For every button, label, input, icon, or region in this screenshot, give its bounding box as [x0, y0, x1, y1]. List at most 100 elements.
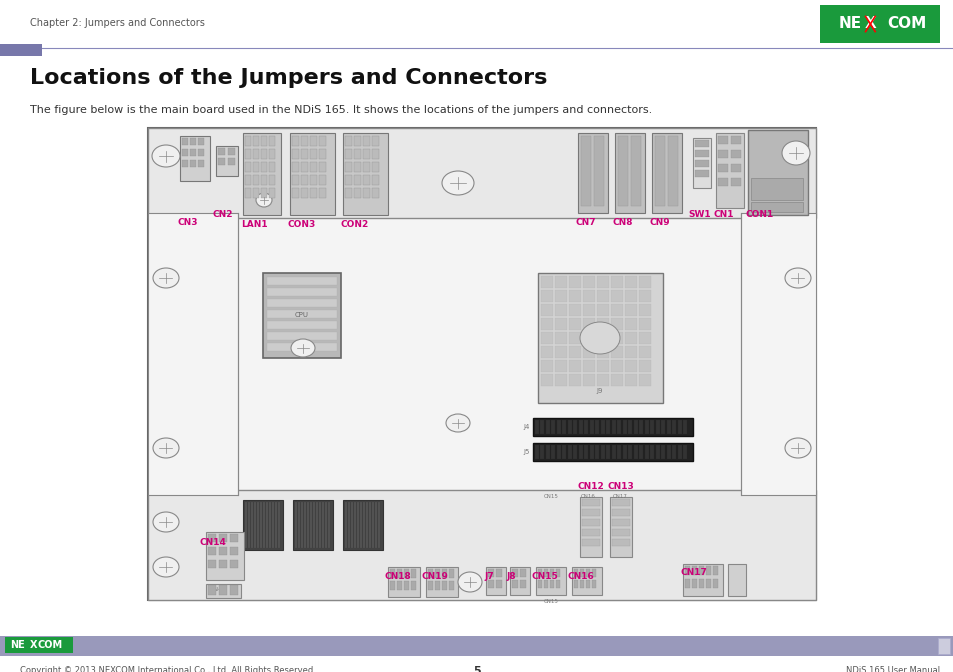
Bar [740, 213, 815, 495]
Bar [582, 374, 595, 386]
Text: NE: NE [10, 640, 25, 650]
Bar [579, 580, 583, 588]
Bar [269, 136, 274, 146]
Ellipse shape [781, 141, 809, 165]
Bar [595, 420, 598, 434]
Bar [0, 656, 953, 672]
Text: CN12: CN12 [578, 482, 604, 491]
Bar [543, 569, 547, 577]
Bar [718, 164, 727, 172]
Text: CN9: CN9 [649, 218, 670, 227]
Bar [568, 304, 580, 316]
Ellipse shape [152, 512, 179, 532]
Bar [182, 138, 188, 145]
Bar [230, 560, 237, 568]
Bar [218, 158, 225, 165]
Bar [584, 445, 588, 459]
Bar [206, 532, 244, 580]
Bar [606, 420, 610, 434]
Bar [510, 567, 530, 595]
Bar [595, 445, 598, 459]
Bar [592, 580, 596, 588]
Bar [555, 374, 566, 386]
Bar [582, 276, 595, 288]
Bar [253, 162, 258, 172]
Bar [267, 343, 336, 351]
Bar [651, 133, 681, 213]
Bar [260, 502, 262, 548]
Bar [301, 136, 308, 146]
Text: 5: 5 [473, 666, 480, 672]
Bar [266, 502, 268, 548]
Bar [597, 374, 608, 386]
Bar [198, 149, 204, 156]
Bar [597, 360, 608, 372]
Bar [750, 178, 802, 200]
Bar [617, 420, 620, 434]
Ellipse shape [152, 268, 179, 288]
Bar [435, 569, 439, 578]
Text: J5: J5 [523, 449, 530, 455]
Bar [190, 160, 195, 167]
Text: CPU: CPU [294, 312, 309, 318]
Text: SW1: SW1 [687, 210, 710, 219]
Bar [582, 346, 595, 358]
Bar [261, 162, 267, 172]
Bar [148, 128, 815, 218]
Bar [488, 580, 494, 588]
Bar [318, 175, 326, 185]
Bar [622, 420, 626, 434]
Bar [230, 547, 237, 555]
Bar [556, 569, 559, 577]
Bar [555, 304, 566, 316]
Bar [182, 160, 188, 167]
Bar [310, 175, 316, 185]
Bar [730, 164, 740, 172]
Text: CN18: CN18 [385, 572, 412, 581]
Bar [568, 318, 580, 330]
Bar [705, 579, 710, 588]
Bar [245, 175, 251, 185]
Bar [624, 276, 637, 288]
Bar [555, 318, 566, 330]
Bar [557, 420, 560, 434]
Text: J9: J9 [597, 388, 602, 394]
Bar [705, 566, 710, 575]
Text: Chapter 2: Jumpers and Connectors: Chapter 2: Jumpers and Connectors [30, 18, 205, 28]
Bar [428, 581, 433, 590]
Bar [718, 136, 727, 144]
Bar [551, 420, 555, 434]
Bar [540, 318, 553, 330]
Bar [730, 178, 740, 186]
Bar [290, 133, 335, 215]
Bar [253, 502, 255, 548]
Bar [348, 502, 350, 548]
Text: CN16: CN16 [580, 494, 595, 499]
Bar [682, 445, 687, 459]
Text: CN17: CN17 [612, 494, 627, 499]
Text: NE: NE [838, 17, 861, 32]
Bar [582, 360, 595, 372]
Bar [294, 502, 296, 548]
Bar [356, 502, 358, 548]
Bar [628, 420, 632, 434]
Bar [540, 290, 553, 302]
Bar [555, 346, 566, 358]
Text: CN15: CN15 [543, 599, 558, 604]
Text: CN13: CN13 [607, 482, 634, 491]
Bar [208, 585, 215, 595]
Bar [366, 502, 368, 548]
Text: J8: J8 [505, 572, 515, 581]
Bar [377, 502, 379, 548]
Bar [363, 149, 370, 159]
Bar [345, 149, 352, 159]
Bar [582, 290, 595, 302]
Bar [612, 445, 616, 459]
Bar [301, 149, 308, 159]
Bar [496, 580, 501, 588]
Bar [372, 149, 378, 159]
Bar [354, 149, 360, 159]
Bar [639, 290, 650, 302]
Bar [578, 133, 607, 213]
Bar [318, 149, 326, 159]
